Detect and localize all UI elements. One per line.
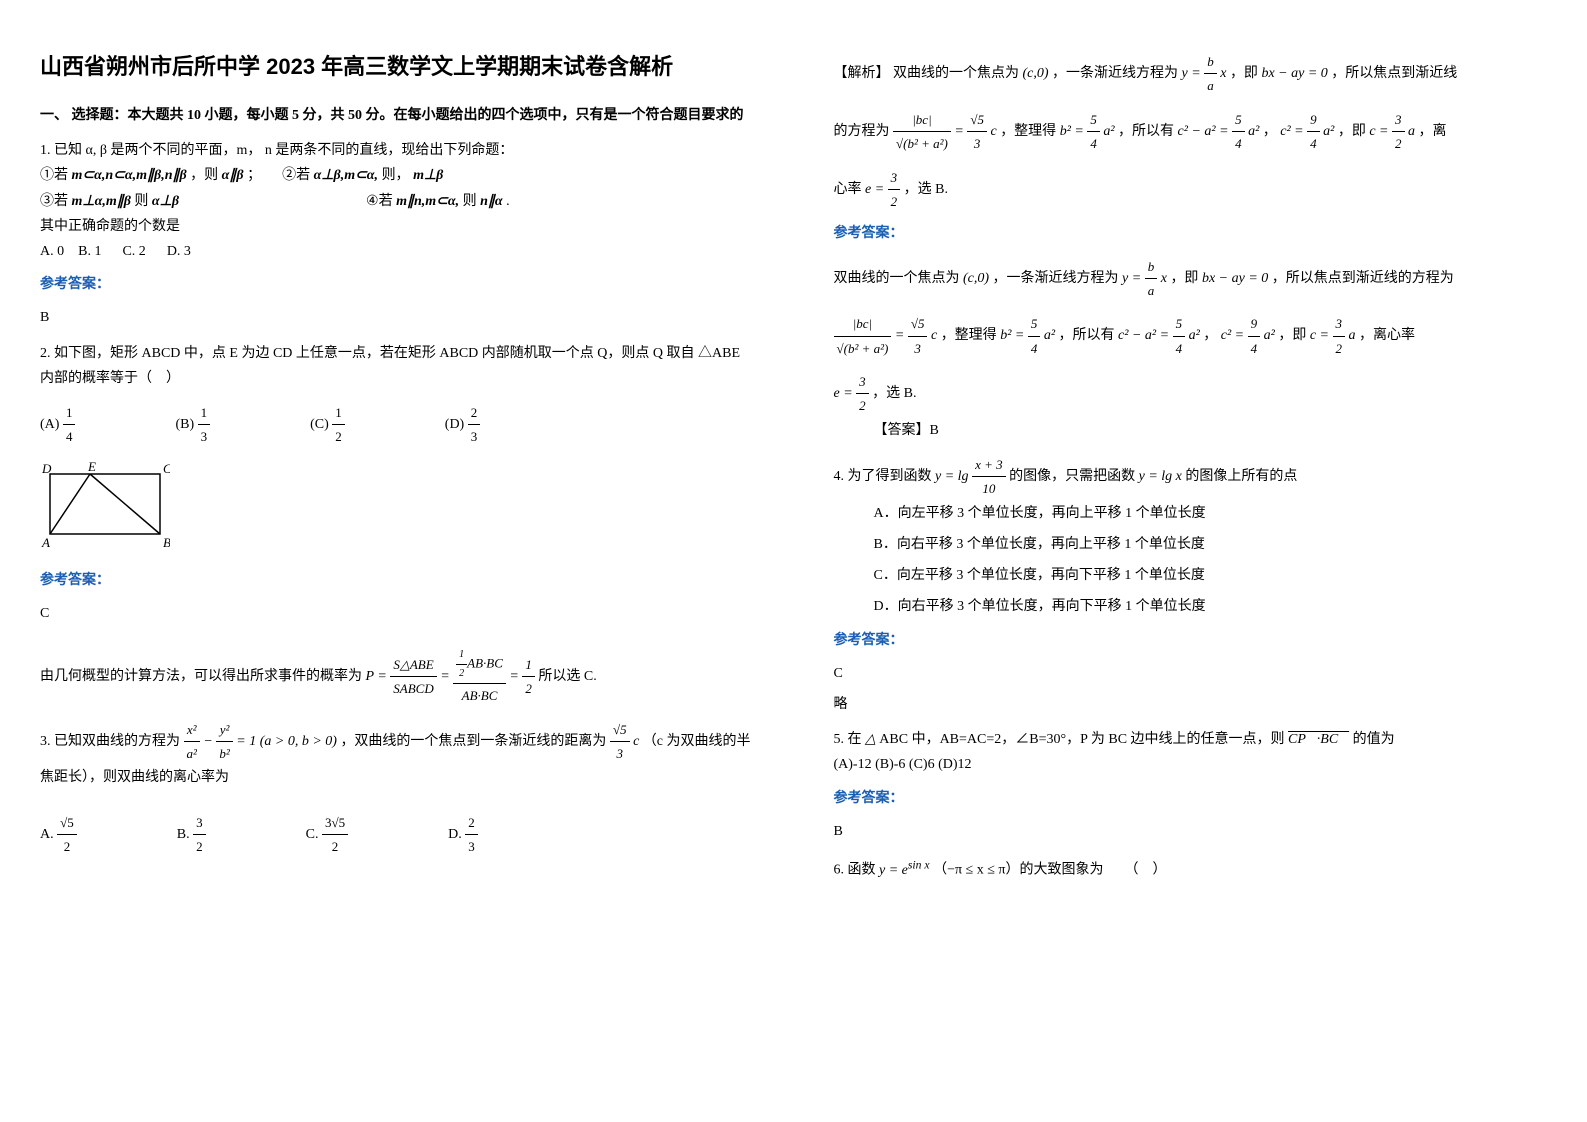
p1-question: 其中正确命题的个数是 [40,214,754,239]
p2-optC: (C) 12 [310,401,345,449]
p4-answer-label: 参考答案： [834,628,1548,653]
p1-c2-mid: 则， [382,168,410,183]
p3-optC: C. 3√52 [306,811,348,859]
p1-c2-conc: m⊥β [413,168,443,183]
p1-conditions-row1: ①若 m⊂α,n⊂α,m∥β,n∥β ，则 α∥β ； ②若 α⊥β,m⊂α, … [40,163,754,188]
problem-5: 5. 在 △ ABC 中，AB=AC=2，∠B=30°，P 为 BC 边中线上的… [834,727,1548,844]
p1-c4-suffix: . [506,194,510,209]
p5-stem: 5. 在 △ ABC 中，AB=AC=2，∠B=30°，P 为 BC 边中线上的… [834,727,1548,752]
p3-analysis-line2: 的方程为 |bc|√(b² + a²) = √53 c ，整理得 b² = 54… [834,108,1548,156]
problem-2: 2. 如下图，矩形 ABCD 中，点 E 为边 CD 上任意一点，若在矩形 AB… [40,341,754,708]
p2-options: (A) 14 (B) 13 (C) 12 (D) 23 [40,401,754,449]
svg-text:C: C [163,461,170,476]
p1-optD: D. 3 [167,239,191,264]
page-title: 山西省朔州市后所中学 2023 年高三数学文上学期期末试卷含解析 [40,50,754,83]
p1-c4-mid: 则 [463,194,477,209]
p1-stem: 1. 已知 α, β 是两个不同的平面，m， n 是两条不同的直线，现给出下列命… [40,138,754,163]
p2-stem: 2. 如下图，矩形 ABCD 中，点 E 为边 CD 上任意一点，若在矩形 AB… [40,341,754,391]
p5-answer: B [834,819,1548,844]
p5-options: (A)-12 (B)-6 (C)6 (D)12 [834,752,1548,777]
p2-formula: P = S△ABESABCD = 12AB·BC AB·BC = 12 [366,669,539,684]
p2-answer-label: 参考答案： [40,568,754,593]
p4-brief: 略 [834,692,1548,717]
problem-4: 4. 为了得到函数 y = lg x + 310 的图像，只需把函数 y = l… [834,453,1548,717]
p6-stem: 6. 函数 y = esin x （−π ≤ x ≤ π）的大致图象为 （ ） [834,854,1548,883]
p1-c4-conc: n∥α [480,194,503,209]
p1-answer: B [40,305,754,330]
svg-text:E: E [87,459,96,474]
p1-c2-math: α⊥β,m⊂α, [314,168,378,183]
p1-optA: A. 0 [40,239,64,264]
p1-c1-mid: ，则 [190,168,218,183]
p3-distance: √53 c [610,734,643,749]
p1-c3-mid: 则 [134,194,148,209]
p1-c3-prefix: ③若 [40,194,68,209]
p5-answer-label: 参考答案： [834,786,1548,811]
p2-optA: (A) 14 [40,401,75,449]
p4-optD: D．向右平移 3 个单位长度，再向下平移 1 个单位长度 [874,594,1548,619]
p3-optD: D. 23 [448,811,478,859]
problem-3-analysis: 【解析】 双曲线的一个焦点为 (c,0) ，一条渐近线方程为 y = ba x … [834,50,1548,443]
p1-c1-suffix: ； [247,168,261,183]
p4-stem: 4. 为了得到函数 y = lg x + 310 的图像，只需把函数 y = l… [834,453,1548,501]
p3-answer-label: 参考答案： [834,221,1548,246]
problem-3: 3. 已知双曲线的方程为 x²a² − y²b² = 1 (a > 0, b >… [40,718,754,859]
p3-final-answer: 【答案】B [874,418,1548,443]
p1-c1-prefix: ①若 [40,168,68,183]
p3-optA: A. √52 [40,811,77,859]
section1-header: 一、 选择题：本大题共 10 小题，每小题 5 分，共 50 分。在每小题给出的… [40,103,754,128]
p1-options: A. 0 B. 1 C. 2 D. 3 [40,239,754,264]
p1-c2-prefix: ②若 [282,168,310,183]
problem-6: 6. 函数 y = esin x （−π ≤ x ≤ π）的大致图象为 （ ） [834,854,1548,883]
p1-c4-prefix: ④若 [366,194,393,209]
p1-c4-math: m∥n,m⊂α, [396,194,459,209]
p4-optC: C．向左平移 3 个单位长度，再向下平移 1 个单位长度 [874,563,1548,588]
p1-c3-conc: α⊥β [152,194,179,209]
p3-optB: B. 32 [177,811,206,859]
p1-optB: B. 1 [78,239,101,264]
p2-optB: (B) 13 [175,401,210,449]
svg-text:B: B [163,535,170,549]
p3-stem: 3. 已知双曲线的方程为 x²a² − y²b² = 1 (a > 0, b >… [40,718,754,791]
p1-answer-label: 参考答案： [40,272,754,297]
p4-optA: A．向左平移 3 个单位长度，再向上平移 1 个单位长度 [874,501,1548,526]
p1-c3-math: m⊥α,m∥β [72,194,131,209]
p1-c1-conc: α∥β [222,168,244,183]
p2-answer: C [40,601,754,626]
p3-analysis-line1: 【解析】 双曲线的一个焦点为 (c,0) ，一条渐近线方程为 y = ba x … [834,50,1548,98]
p2-explain: 由几何概型的计算方法，可以得出所求事件的概率为 P = S△ABESABCD =… [40,646,754,707]
p1-c1-math: m⊂α,n⊂α,m∥β,n∥β [72,168,187,183]
p4-optB: B．向右平移 3 个单位长度，再向上平移 1 个单位长度 [874,532,1548,557]
svg-text:A: A [41,535,50,549]
p4-answer: C [834,661,1548,686]
p3-answer-line1: 双曲线的一个焦点为 (c,0) ，一条渐近线方程为 y = ba x ，即 bx… [834,255,1548,303]
p1-optC: C. 2 [122,239,145,264]
svg-text:D: D [41,461,52,476]
p3-answer-line2: |bc|√(b² + a²) = √53 c ，整理得 b² = 54 a² ，… [834,312,1548,360]
p3-equation: x²a² − y²b² = 1 (a > 0, b > 0) [184,734,341,749]
p1-conditions-row2: ③若 m⊥α,m∥β 则 α⊥β ④若 m∥n,m⊂α, 则 n∥α . [40,189,754,214]
p3-answer-line3: e = 32 ，选 B. [834,370,1548,418]
p2-diagram: D E C A B [40,459,754,558]
p3-options: A. √52 B. 32 C. 3√52 D. 23 [40,811,754,859]
p3-analysis-line3: 心率 e = 32 ，选 B. [834,166,1548,214]
p2-optD: (D) 23 [445,401,480,449]
problem-1: 1. 已知 α, β 是两个不同的平面，m， n 是两条不同的直线，现给出下列命… [40,138,754,330]
